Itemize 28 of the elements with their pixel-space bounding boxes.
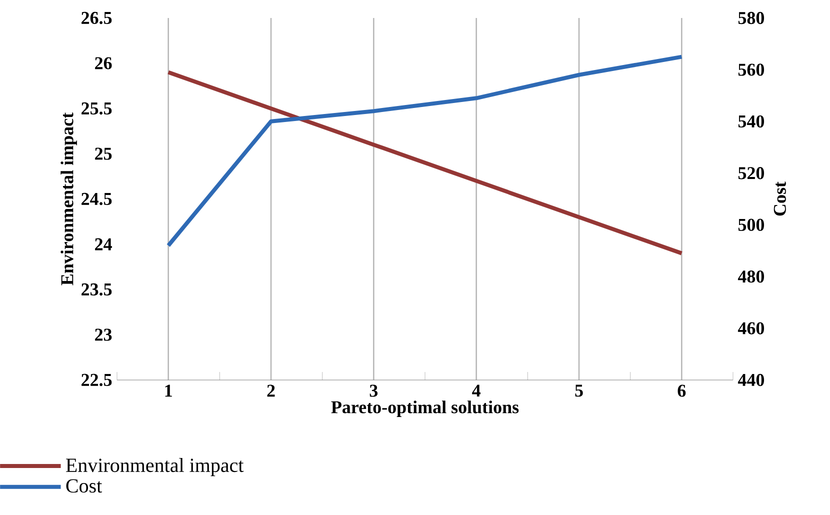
x-tick-label: 4 <box>472 384 481 397</box>
y2-axis-title: Cost <box>774 182 786 216</box>
legend-label: Environmental impact <box>66 458 244 476</box>
y2-tick-label: 480 <box>738 270 764 283</box>
y-tick-label: 24.5 <box>82 192 112 206</box>
x-tick-label: 5 <box>575 384 583 397</box>
y2-tick-label: 560 <box>738 64 764 76</box>
y2-tick-label: 580 <box>738 12 764 24</box>
y-tick-label: 26.5 <box>82 12 112 24</box>
y2-tick-label: 520 <box>738 167 764 180</box>
y2-tick-label: 440 <box>738 374 764 386</box>
x-tick-label: 2 <box>267 384 275 397</box>
x-tick-label: 6 <box>678 384 686 397</box>
x-tick-label: 1 <box>165 384 172 397</box>
x-tick-label: 3 <box>370 384 378 397</box>
y-axis-title: Environmental impact <box>60 112 77 286</box>
y-tick-label: 24 <box>95 238 112 250</box>
y2-tick-label: 500 <box>738 218 764 231</box>
y2-tick-label: 540 <box>738 115 764 128</box>
y-tick-label: 23 <box>95 328 112 341</box>
x-axis-title: Pareto-optimal solutions <box>331 400 519 417</box>
y-tick-label: 25.5 <box>82 102 112 115</box>
y-tick-label: 23.5 <box>82 283 112 296</box>
y-tick-label: 25 <box>95 148 112 160</box>
y-tick-label: 26 <box>95 57 112 70</box>
y2-tick-label: 460 <box>738 322 764 334</box>
y-tick-label: 22.5 <box>82 374 112 386</box>
legend-label: Cost <box>66 479 102 493</box>
